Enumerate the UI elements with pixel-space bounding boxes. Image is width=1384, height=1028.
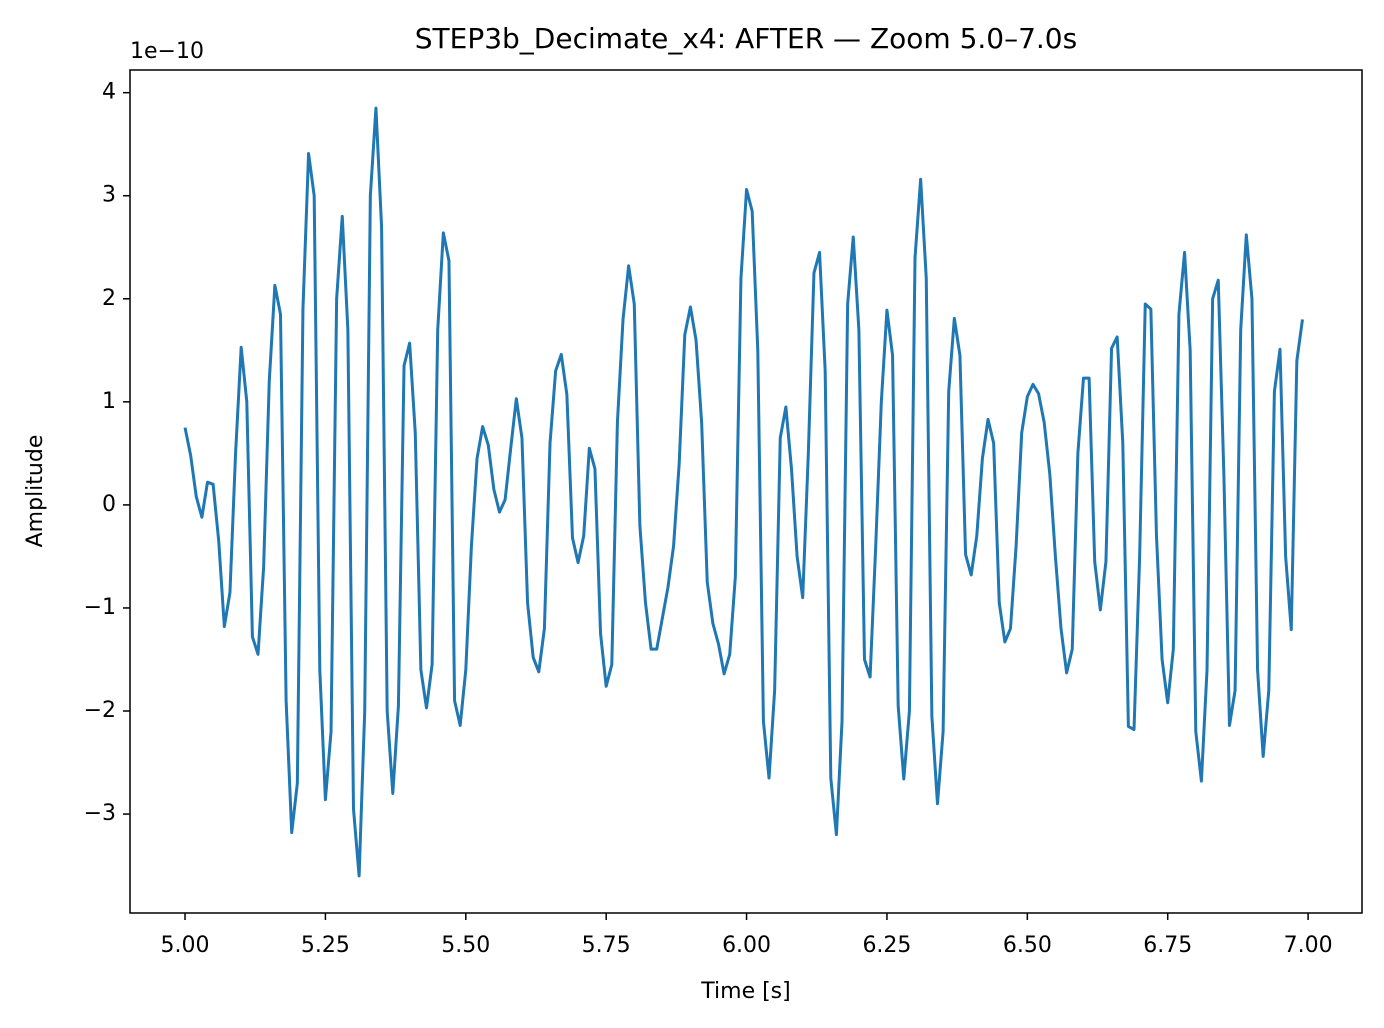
x-axis-label: Time [s] xyxy=(700,979,790,1004)
x-tick-label: 6.00 xyxy=(722,933,771,958)
x-tick-label: 5.25 xyxy=(301,933,350,958)
y-tick-label: 3 xyxy=(102,183,116,208)
y-tick-label: 0 xyxy=(102,492,116,517)
x-tick-label: 6.25 xyxy=(862,933,911,958)
y-tick-label: 4 xyxy=(102,80,116,105)
data-line xyxy=(183,106,1304,878)
x-tick-label: 6.50 xyxy=(1003,933,1052,958)
chart-title: STEP3b_Decimate_x4: AFTER — Zoom 5.0–7.0… xyxy=(415,22,1077,55)
y-axis-label: Amplitude xyxy=(23,435,48,548)
y-tick-label: −3 xyxy=(84,801,116,826)
y-offset-label: 1e−10 xyxy=(130,39,204,64)
plot-frame xyxy=(129,69,1363,914)
y-tick-label: 1 xyxy=(102,389,116,414)
x-tick-label: 7.00 xyxy=(1284,933,1333,958)
x-tick-label: 5.00 xyxy=(161,933,210,958)
y-tick-label: −2 xyxy=(84,698,116,723)
x-tick-label: 5.50 xyxy=(441,933,490,958)
y-tick-label: 2 xyxy=(102,286,116,311)
x-tick-label: 5.75 xyxy=(582,933,631,958)
y-tick-label: −1 xyxy=(84,595,116,620)
x-tick-label: 6.75 xyxy=(1143,933,1192,958)
